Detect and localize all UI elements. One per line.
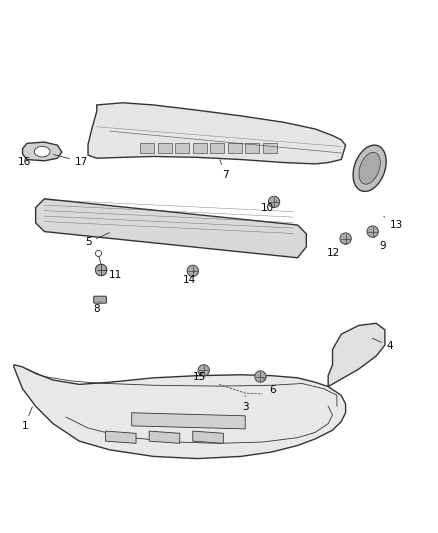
- Text: 5: 5: [85, 233, 110, 247]
- Circle shape: [367, 226, 378, 237]
- Circle shape: [255, 371, 266, 382]
- Bar: [193, 143, 207, 153]
- Text: 16: 16: [18, 154, 32, 167]
- Text: 4: 4: [372, 338, 393, 351]
- Polygon shape: [149, 431, 180, 443]
- Bar: [141, 143, 154, 153]
- Circle shape: [340, 233, 351, 244]
- Ellipse shape: [34, 147, 50, 157]
- FancyBboxPatch shape: [94, 296, 106, 303]
- Ellipse shape: [353, 145, 386, 191]
- Bar: [245, 143, 259, 153]
- Text: 14: 14: [183, 271, 196, 285]
- Circle shape: [268, 196, 280, 207]
- Text: 7: 7: [220, 160, 229, 180]
- Circle shape: [187, 265, 198, 277]
- Text: 1: 1: [21, 407, 32, 431]
- Polygon shape: [88, 103, 346, 164]
- Polygon shape: [328, 323, 385, 386]
- Polygon shape: [132, 413, 245, 429]
- Polygon shape: [106, 431, 136, 443]
- Text: 12: 12: [327, 244, 346, 259]
- Ellipse shape: [359, 152, 380, 184]
- Bar: [263, 143, 277, 153]
- Text: 8: 8: [93, 302, 100, 314]
- Text: 17: 17: [53, 155, 88, 167]
- Text: 13: 13: [384, 216, 403, 230]
- Text: 10: 10: [261, 201, 277, 213]
- Bar: [175, 143, 189, 153]
- Polygon shape: [35, 199, 306, 258]
- Polygon shape: [14, 365, 346, 458]
- Polygon shape: [193, 431, 223, 443]
- Circle shape: [95, 264, 107, 276]
- Circle shape: [198, 365, 209, 376]
- Text: 9: 9: [374, 237, 386, 251]
- Polygon shape: [22, 142, 62, 161]
- Bar: [228, 143, 242, 153]
- Circle shape: [95, 251, 102, 256]
- Bar: [158, 143, 172, 153]
- Text: 3: 3: [242, 396, 248, 412]
- Text: 15: 15: [193, 372, 206, 382]
- Bar: [210, 143, 224, 153]
- Text: 11: 11: [106, 269, 122, 280]
- Text: 6: 6: [264, 379, 276, 394]
- Circle shape: [95, 264, 107, 276]
